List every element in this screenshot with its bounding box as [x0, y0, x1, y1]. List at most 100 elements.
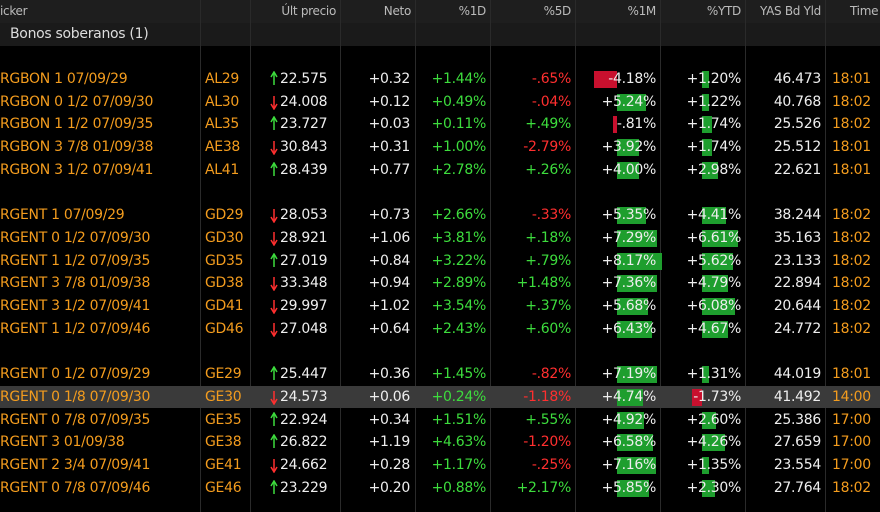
- last-price: 28.921: [280, 229, 328, 246]
- change-1d: +1.17%: [431, 456, 487, 473]
- change-1d: +2.66%: [431, 207, 487, 224]
- arrow-icon: [270, 300, 278, 315]
- last-price: 23.727: [280, 116, 328, 133]
- arrow-icon: [270, 252, 278, 267]
- ticker-code: GD41: [205, 298, 244, 314]
- change-bar: [617, 252, 662, 270]
- change-bar: [617, 298, 649, 315]
- yield: 35.163: [773, 229, 821, 246]
- bond-name: RGENT 0 7/8 07/09/35: [0, 411, 151, 428]
- time: 17:00: [832, 434, 871, 451]
- price-arrow: [270, 457, 278, 474]
- change-5d: -1.18%: [523, 388, 571, 405]
- change-bar: [702, 139, 712, 157]
- last-price: 24.573: [280, 388, 328, 405]
- change-1m: +6.58%: [601, 434, 657, 451]
- change-1m: +5.85%: [601, 479, 657, 496]
- column-separator: [745, 0, 746, 512]
- yield: 23.133: [773, 252, 821, 269]
- change-bar: [702, 456, 710, 474]
- change-1m: +8.17%: [601, 252, 657, 269]
- yield: 24.772: [773, 320, 821, 337]
- time: 18:02: [832, 116, 871, 133]
- change-bar: [594, 71, 617, 88]
- time: 17:00: [832, 411, 871, 428]
- change-5d: -.65%: [531, 71, 571, 87]
- time: 18:02: [832, 93, 871, 110]
- change-bar: [617, 139, 639, 157]
- yield: 46.473: [773, 71, 821, 87]
- change-5d: -1.20%: [523, 434, 571, 451]
- change-1m: +3.92%: [601, 139, 657, 156]
- bond-name: RGENT 0 7/8 07/09/46: [0, 479, 151, 496]
- change-1d: +1.51%: [431, 411, 487, 428]
- change-bar: [692, 388, 702, 406]
- arrow-icon: [270, 115, 278, 131]
- yield: 44.019: [773, 366, 821, 383]
- ticker-code: GD46: [205, 320, 244, 337]
- change-ytd: +1.22%: [686, 93, 742, 110]
- bond-name: RGENT 1 07/09/29: [0, 207, 125, 224]
- change-1m: +5.24%: [601, 93, 657, 110]
- yield: 40.768: [773, 93, 821, 110]
- last-price: 23.229: [280, 479, 328, 496]
- net-change: +0.32: [368, 71, 411, 87]
- bond-name: RGENT 0 1/8 07/09/30: [0, 388, 151, 405]
- column-header: Neto: [383, 4, 412, 18]
- change-bar: [702, 479, 715, 497]
- price-arrow: [270, 411, 278, 428]
- change-1d: +2.78%: [431, 161, 487, 178]
- net-change: +1.06: [368, 229, 411, 246]
- yield: 22.621: [773, 161, 821, 178]
- column-separator: [490, 0, 491, 512]
- last-price: 28.439: [280, 161, 328, 178]
- last-price: 24.662: [280, 456, 328, 473]
- change-bar: [617, 207, 647, 225]
- change-1m: +7.29%: [601, 229, 657, 246]
- arrow-icon: [270, 365, 278, 381]
- bond-name: RGBON 3 1/2 07/09/41: [0, 161, 154, 178]
- change-5d: -.25%: [531, 456, 571, 473]
- time: 18:02: [832, 479, 871, 496]
- price-arrow: [270, 275, 278, 292]
- change-bar: [617, 479, 650, 497]
- last-price: 28.053: [280, 207, 328, 224]
- change-5d: +1.48%: [516, 275, 572, 292]
- ticker-code: AL41: [205, 161, 239, 178]
- net-change: +1.02: [368, 298, 411, 314]
- price-arrow: [270, 70, 278, 87]
- last-price: 33.348: [280, 275, 328, 292]
- yield: 27.764: [773, 479, 821, 496]
- yield: 25.386: [773, 411, 821, 428]
- price-arrow: [270, 433, 278, 450]
- change-1m: -.81%: [616, 116, 656, 133]
- change-bar: [702, 116, 712, 134]
- ticker-code: GE35: [205, 411, 242, 428]
- change-5d: -2.79%: [523, 139, 571, 156]
- ticker-code: AL35: [205, 116, 239, 133]
- change-bar: [702, 229, 739, 247]
- price-arrow: [270, 94, 278, 111]
- last-price: 24.008: [280, 93, 328, 110]
- arrow-icon: [270, 231, 278, 247]
- price-arrow: [270, 139, 278, 156]
- net-change: +0.34: [368, 411, 411, 428]
- ticker-code: AL30: [205, 93, 239, 110]
- change-ytd: +1.20%: [686, 71, 742, 87]
- net-change: +0.94: [368, 275, 411, 292]
- time: 18:01: [832, 366, 871, 383]
- change-5d: +.49%: [525, 116, 571, 133]
- time: 18:02: [832, 229, 871, 246]
- arrow-icon: [270, 277, 278, 292]
- ticker-code: AE38: [205, 139, 241, 156]
- ticker-code: GD35: [205, 252, 244, 269]
- arrow-icon: [270, 411, 278, 426]
- ticker-code: GE41: [205, 456, 242, 473]
- change-1m: +4.74%: [601, 388, 657, 405]
- net-change: +0.12: [368, 93, 411, 110]
- change-ytd: +1.35%: [686, 456, 742, 473]
- bond-name: RGBON 0 1/2 07/09/30: [0, 93, 154, 110]
- arrow-icon: [270, 322, 278, 338]
- change-bar: [702, 366, 710, 384]
